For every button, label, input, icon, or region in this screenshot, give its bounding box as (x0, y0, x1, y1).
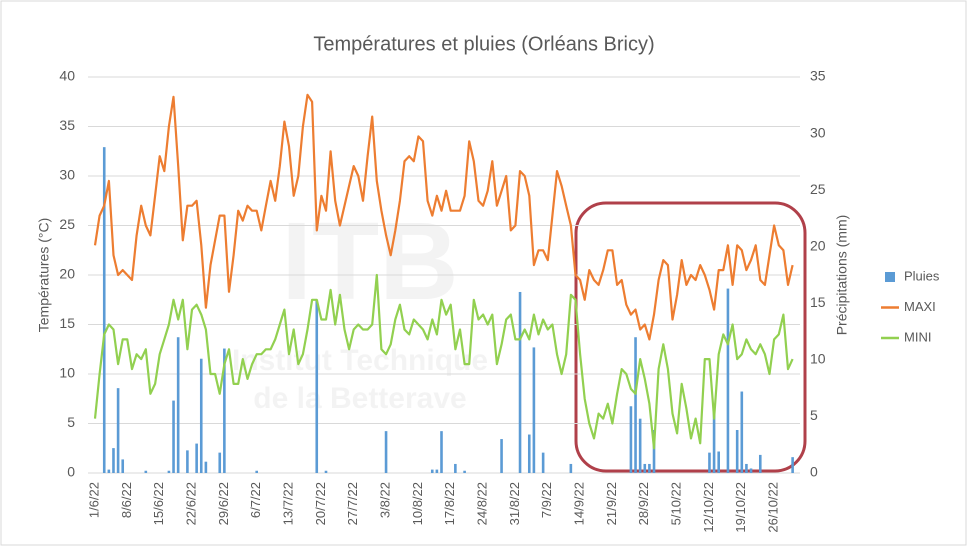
rain-bar (195, 443, 198, 473)
x-tick-label: 3/8/22 (377, 482, 392, 518)
legend-label: Pluies (904, 268, 940, 283)
rain-bar (726, 288, 730, 473)
x-tick-label: 15/6/22 (151, 482, 166, 525)
chart-title: Températures et pluies (Orléans Bricy) (313, 33, 654, 55)
rain-bar (223, 348, 226, 473)
rain-bar (112, 448, 115, 473)
x-tick-label: 1/6/22 (86, 482, 101, 518)
y2-tick-label: 30 (810, 124, 826, 140)
x-tick-label: 5/10/22 (669, 482, 684, 525)
watermark-text: de la Betterave (253, 382, 466, 415)
legend-label: MINI (904, 329, 931, 344)
rain-bar (648, 463, 651, 473)
rain-bar (384, 431, 388, 473)
rain-bar (315, 299, 319, 473)
rain-bar (518, 291, 522, 473)
y-tick-label: 0 (67, 464, 75, 480)
x-tick-label: 20/7/22 (313, 482, 328, 525)
watermark-text: Institut Technique (232, 344, 488, 377)
rain-bar (463, 470, 466, 473)
rain-bar (176, 337, 180, 473)
rain-bar (435, 469, 439, 473)
y-tick-label: 20 (59, 266, 75, 282)
x-tick-label: 17/8/22 (442, 482, 457, 525)
rain-bar (144, 470, 148, 473)
rain-bar (717, 451, 720, 473)
rain-bar (745, 463, 748, 473)
x-tick-label: 29/6/22 (216, 482, 231, 525)
rain-bar (430, 469, 434, 473)
y2-axis-label: Précipitations (mm) (834, 215, 850, 336)
rain-bar (204, 461, 208, 473)
rain-bar (107, 469, 111, 473)
x-tick-label: 19/10/22 (733, 482, 748, 533)
y2-tick-label: 20 (810, 237, 826, 253)
x-tick-label: 8/6/22 (119, 482, 134, 518)
x-tick-label: 24/8/22 (475, 482, 490, 525)
temperature-line (93, 273, 794, 450)
rain-bar (643, 463, 647, 473)
x-tick-label: 12/10/22 (701, 482, 716, 533)
y-axis-label: Températures (°C) (36, 218, 52, 333)
y-tick-label: 35 (59, 117, 75, 133)
y-tick-label: 30 (59, 167, 75, 183)
rain-bar (541, 452, 545, 473)
rain-bar (218, 452, 222, 473)
rain-bar (102, 147, 106, 474)
temperature-line (93, 93, 794, 341)
rain-bar (569, 463, 573, 473)
rain-bar (638, 418, 642, 473)
rain-bar (527, 434, 531, 473)
rain-bar (735, 430, 739, 473)
watermark-logo: ITB (281, 200, 458, 323)
highlight-box (574, 201, 807, 473)
y2-tick-label: 35 (810, 68, 826, 84)
rain-bar (740, 391, 744, 473)
rain-bar (749, 468, 753, 473)
rain-bar (324, 470, 328, 473)
rain-bar (712, 405, 716, 473)
legend-label: MAXI (904, 299, 936, 314)
rain-bar (121, 459, 125, 473)
rain-bar (708, 452, 711, 473)
rain-bar (186, 450, 189, 473)
x-tick-label: 26/10/22 (766, 482, 781, 533)
x-tick-label: 10/8/22 (410, 482, 425, 525)
y-tick-label: 25 (59, 216, 75, 232)
rain-bar (500, 439, 503, 473)
rain-bar (758, 454, 762, 473)
x-tick-label: 7/9/22 (539, 482, 554, 518)
x-tick-label: 14/9/22 (572, 482, 587, 525)
rain-bar (172, 400, 175, 473)
x-tick-label: 28/9/22 (636, 482, 651, 525)
x-tick-label: 21/9/22 (604, 482, 619, 525)
rain-bar (629, 406, 633, 473)
y-tick-label: 5 (67, 414, 75, 430)
x-tick-label: 27/7/22 (345, 482, 360, 525)
y2-tick-label: 15 (810, 294, 826, 310)
y-tick-label: 40 (59, 68, 75, 84)
rain-bar (634, 337, 637, 473)
rain-bar (791, 457, 794, 473)
y-tick-label: 10 (59, 365, 75, 381)
y2-tick-label: 25 (810, 181, 826, 197)
rain-bar (440, 431, 443, 473)
y2-tick-label: 5 (810, 407, 818, 423)
x-tick-label: 22/6/22 (183, 482, 198, 525)
y2-tick-label: 0 (810, 464, 818, 480)
x-tick-label: 31/8/22 (507, 482, 522, 525)
rain-bar (199, 358, 203, 473)
x-tick-label: 13/7/22 (280, 482, 295, 525)
rain-bar (652, 430, 656, 473)
rain-bar (454, 463, 457, 473)
rain-bar (255, 470, 258, 473)
legend-swatch (885, 272, 895, 282)
x-tick-label: 6/7/22 (248, 482, 263, 518)
y2-tick-label: 10 (810, 351, 826, 367)
rain-bar (167, 470, 171, 473)
y-tick-label: 15 (59, 315, 75, 331)
rain-bar (532, 347, 536, 473)
rain-bar (116, 388, 120, 473)
